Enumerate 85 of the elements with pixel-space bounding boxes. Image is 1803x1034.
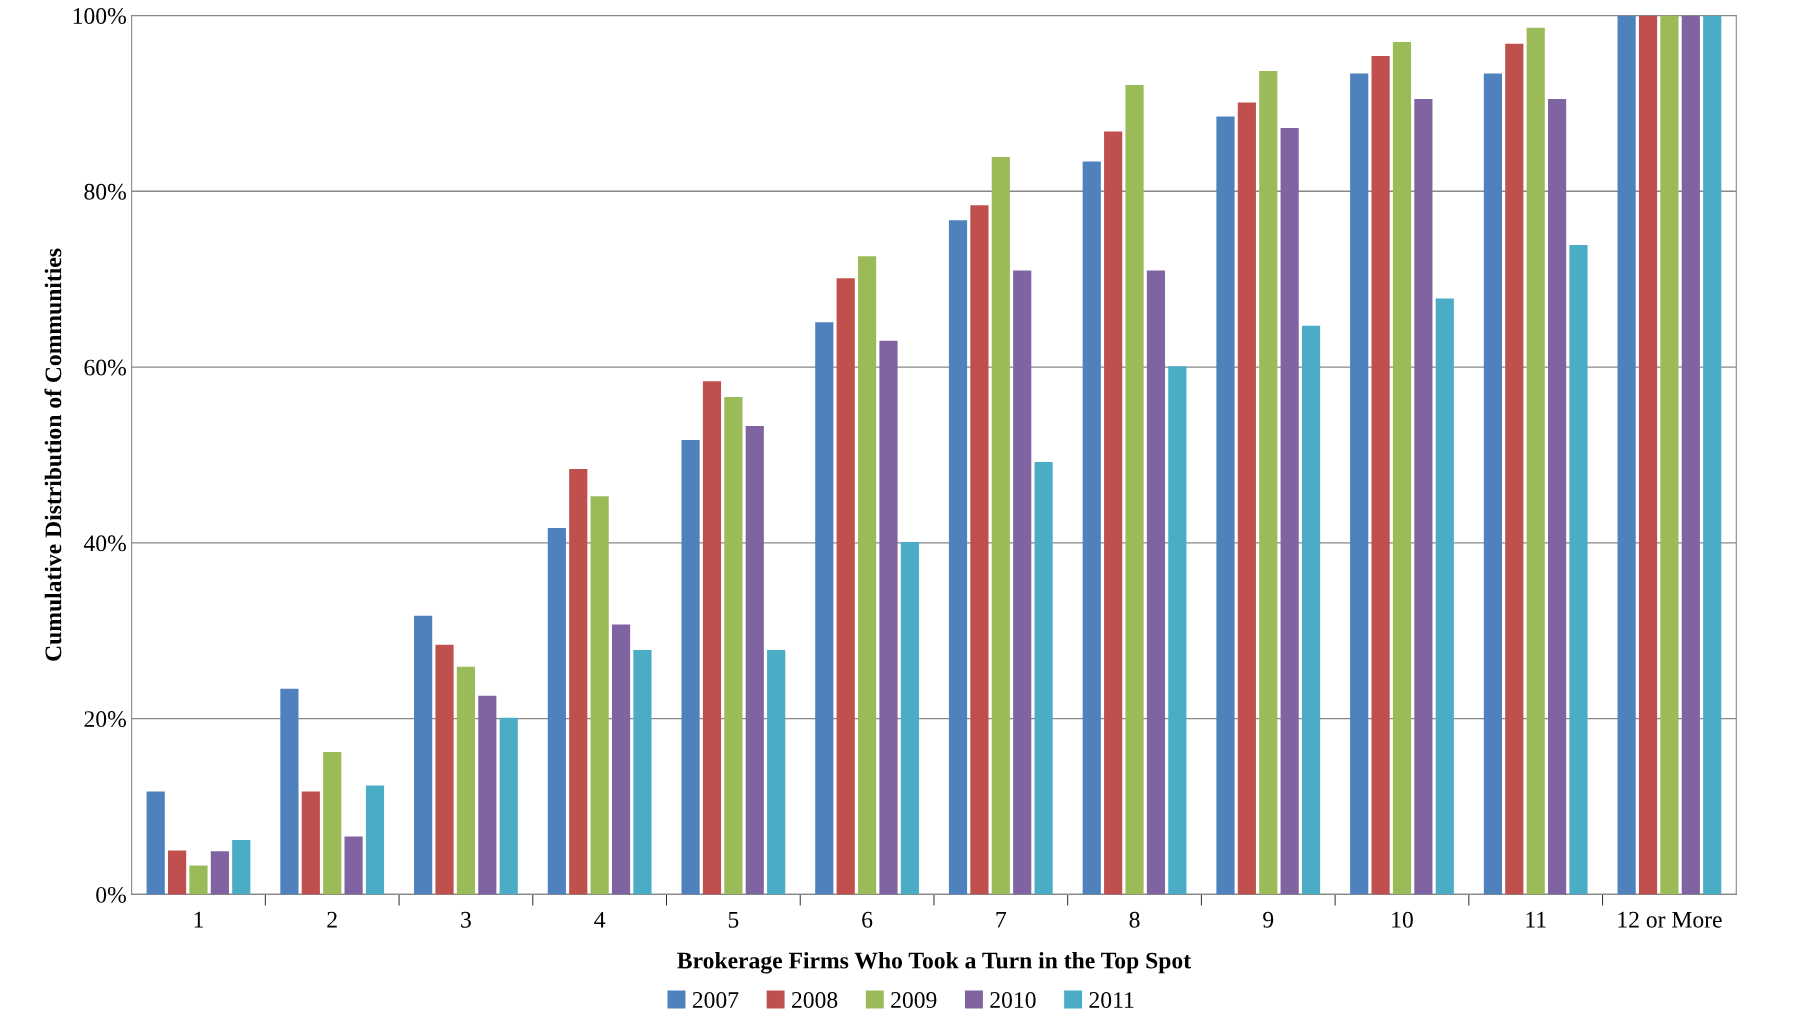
- bar: [1034, 461, 1053, 895]
- y-tick-label: 100%: [73, 8, 126, 25]
- legend-label: 2009: [891, 992, 937, 1008]
- legend-label: 2007: [692, 992, 739, 1008]
- bar: [1125, 84, 1144, 895]
- bar: [280, 688, 299, 895]
- x-tick-label: 5: [728, 912, 739, 928]
- bar: [1435, 298, 1454, 895]
- bar: [1259, 70, 1278, 895]
- bar: [210, 851, 229, 895]
- x-tick-label: 8: [1129, 911, 1140, 928]
- bar: [1548, 99, 1567, 895]
- bar: [232, 839, 251, 895]
- bar: [858, 256, 877, 895]
- x-tick-label: 6: [862, 911, 873, 928]
- bar: [499, 717, 518, 895]
- bar: [1371, 55, 1390, 895]
- bar: [547, 527, 566, 895]
- bar: [681, 440, 700, 895]
- bar: [1146, 270, 1166, 895]
- bar: [948, 220, 968, 895]
- bar: [1505, 43, 1524, 895]
- bar: [900, 541, 919, 895]
- bar: [1483, 73, 1503, 895]
- bar: [1350, 73, 1369, 895]
- x-tick-label: 7: [996, 912, 1007, 928]
- bar: [1638, 15, 1658, 895]
- legend-label: 2011: [1089, 992, 1134, 1008]
- bar: [365, 785, 385, 895]
- bar: [879, 340, 898, 895]
- bar: [724, 396, 743, 895]
- bar: [323, 752, 342, 895]
- bar: [1301, 325, 1321, 895]
- x-tick-label: 12 or More: [1618, 911, 1722, 928]
- bar: [456, 666, 476, 895]
- bar: [991, 157, 1010, 895]
- bar: [189, 865, 208, 895]
- x-tick-label: 2: [327, 911, 337, 928]
- legend-label: 2010: [990, 992, 1036, 1008]
- y-axis-title: Cumulative Distribution of Communities: [44, 248, 62, 661]
- bar: [815, 322, 834, 895]
- legend-label: 2008: [792, 992, 838, 1008]
- bar: [1237, 102, 1256, 895]
- bar: [633, 650, 652, 895]
- bar: [1569, 244, 1588, 895]
- bar: [414, 615, 433, 895]
- bar: [702, 381, 722, 895]
- bar: [1280, 128, 1299, 895]
- y-tick-label: 80%: [84, 183, 126, 200]
- bar: [970, 205, 989, 895]
- bar: [590, 496, 609, 895]
- bar: [745, 425, 764, 895]
- bar: [1660, 15, 1679, 895]
- bar: [1526, 27, 1545, 895]
- bar: [1216, 116, 1235, 895]
- x-tick-label: 9: [1263, 911, 1274, 928]
- y-tick-label: 40%: [83, 535, 126, 552]
- y-tick-label: 60%: [84, 359, 126, 376]
- x-axis-title: Brokerage Firms Who Took a Turn in the Top Spot: [677, 951, 1191, 974]
- x-tick-label: 11: [1526, 911, 1546, 928]
- bar: [435, 644, 454, 895]
- x-tick-label: 1: [194, 911, 203, 928]
- bar: [836, 278, 855, 895]
- bar: [1392, 41, 1412, 895]
- bar: [1013, 270, 1032, 895]
- y-tick-label: 0%: [96, 886, 126, 903]
- bar: [167, 850, 187, 895]
- bar: [301, 791, 320, 895]
- bar: [767, 650, 786, 895]
- x-tick-label: 10: [1392, 911, 1413, 928]
- x-tick-label: 4: [594, 911, 606, 928]
- y-tick-label: 20%: [84, 711, 126, 728]
- bar: [569, 469, 588, 895]
- bar: [611, 624, 631, 895]
- bar: [1681, 15, 1700, 895]
- bar: [1414, 99, 1433, 895]
- bar: [478, 695, 497, 895]
- bar: [344, 836, 363, 895]
- bar: [1104, 131, 1123, 895]
- bar: [146, 791, 165, 895]
- x-tick-label: 3: [461, 911, 471, 928]
- bar: [1703, 15, 1722, 895]
- bar: [1168, 366, 1187, 895]
- bar: [1082, 161, 1101, 895]
- bar: [1617, 15, 1636, 895]
